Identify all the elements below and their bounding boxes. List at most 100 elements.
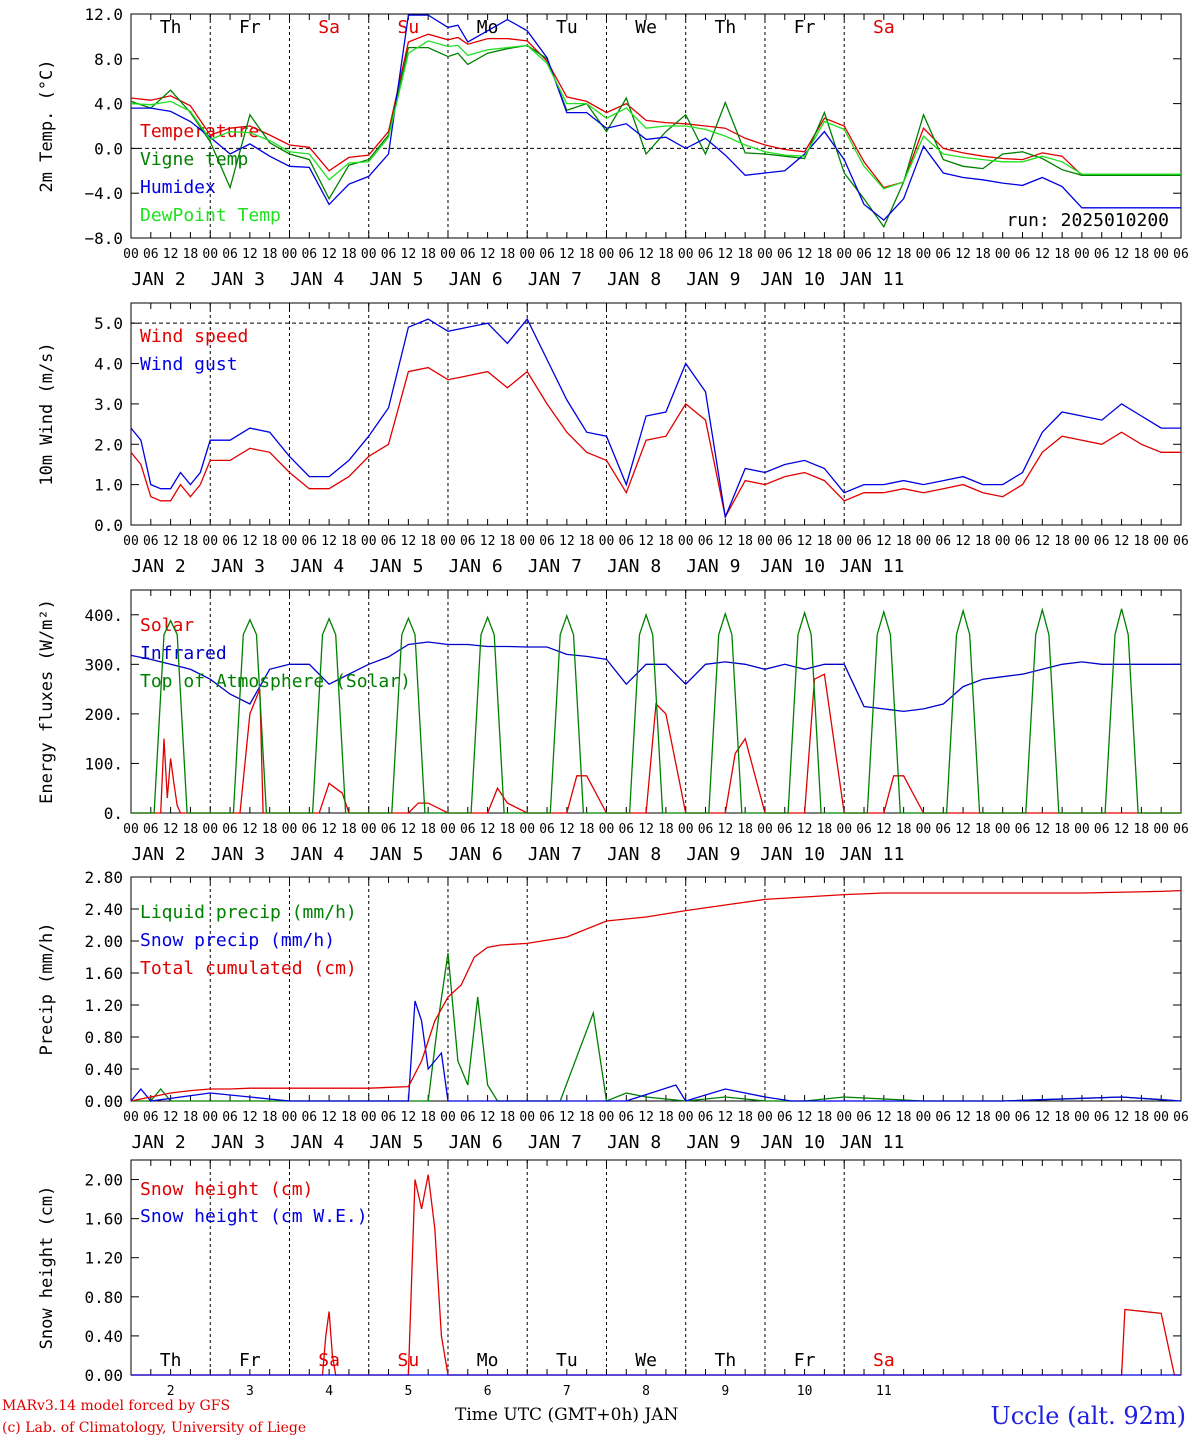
panel-1: 12.08.04.00.0−4.0−8.02m Temp. (°C)00 06 12…	[37, 5, 1189, 290]
day-label: JAN 8	[607, 556, 661, 577]
hour-tick-label: 12	[163, 822, 179, 837]
hour-tick-label: 18	[1134, 1110, 1150, 1125]
day-label: JAN 8	[607, 844, 661, 865]
weekday-label: Mo	[477, 1350, 499, 1371]
hour-tick-label: 12	[955, 822, 971, 837]
hour-tick-label: 00	[1153, 1110, 1169, 1125]
hour-tick-label: 00	[1074, 1110, 1090, 1125]
hour-tick-label: 18	[420, 1110, 436, 1125]
day-label: JAN 9	[686, 844, 740, 865]
hour-tick-label: 18	[183, 534, 199, 549]
hour-tick-label: 12	[401, 247, 417, 262]
series-line-humidex	[131, 14, 1181, 221]
hour-tick-label: 18	[341, 247, 357, 262]
x-axis-title: Time UTC (GMT+0h) JAN	[455, 1405, 679, 1425]
day-number-label: 3	[246, 1384, 254, 1399]
hour-tick-label: 12	[1114, 822, 1130, 837]
panel-5: 2.00 1.60 1.20 0.80 0.40 0.00 Snow height (cm)…	[37, 1159, 1182, 1399]
hour-tick-label: 18	[1054, 247, 1070, 262]
hour-tick-label: 12	[1114, 247, 1130, 262]
legend-entry: Wind gust	[140, 354, 238, 375]
hour-tick-label: 00	[599, 1110, 615, 1125]
day-label: JAN 10	[760, 556, 825, 577]
hour-tick-label: 06	[618, 247, 634, 262]
day-number-label: 8	[642, 1384, 650, 1399]
hour-tick-label: 18	[975, 534, 991, 549]
hour-tick-label: 00	[757, 534, 773, 549]
day-label: JAN 10	[760, 844, 825, 865]
hour-tick-label: 18	[658, 822, 674, 837]
hour-tick-label: 00	[599, 822, 615, 837]
day-number-label: 10	[797, 1384, 813, 1399]
hour-tick-label: 12	[401, 822, 417, 837]
hour-tick-label: 18	[737, 534, 753, 549]
day-number-label: 5	[404, 1384, 412, 1399]
hour-tick-label: 06	[618, 534, 634, 549]
day-label: JAN 6	[449, 269, 503, 290]
y-tick-label: 2.0	[94, 435, 123, 454]
hour-tick-label: 06	[935, 247, 951, 262]
hour-tick-label: 18	[341, 1110, 357, 1125]
hour-tick-label: 12	[559, 247, 575, 262]
y-tick-label: 2.80	[84, 868, 123, 887]
weekday-label: Tu	[556, 1350, 578, 1371]
hour-tick-label: 06	[1015, 534, 1031, 549]
day-label: JAN 11	[839, 844, 904, 865]
hour-tick-label: 12	[1034, 822, 1050, 837]
hour-tick-label: 00	[123, 534, 139, 549]
hour-tick-label: 00	[995, 1110, 1011, 1125]
hour-tick-label: 00	[995, 534, 1011, 549]
hour-tick-label: 00	[361, 247, 377, 262]
day-label: JAN 11	[839, 269, 904, 290]
day-label: JAN 3	[211, 556, 265, 577]
hour-tick-label: 06	[301, 247, 317, 262]
hour-tick-label: 18	[737, 247, 753, 262]
hour-tick-label: 18	[1134, 822, 1150, 837]
day-label: JAN 11	[839, 1132, 904, 1153]
y-tick-label: 300.	[84, 655, 123, 674]
legend-entry: Wind speed	[140, 326, 248, 347]
hour-tick-label: 00	[519, 1110, 535, 1125]
hour-tick-label: 18	[183, 247, 199, 262]
hour-tick-label: 12	[321, 822, 337, 837]
hour-tick-label: 18	[896, 247, 912, 262]
hour-tick-label: 00	[361, 534, 377, 549]
hour-tick-label: 12	[955, 534, 971, 549]
lab-credit: (c) Lab. of Climatology, University of L…	[2, 1420, 307, 1436]
hour-tick-label: 06	[222, 822, 238, 837]
hour-tick-label: 12	[401, 1110, 417, 1125]
series-line-vigne-temp	[130, 44, 1181, 229]
hour-tick-label: 18	[817, 247, 833, 262]
hour-tick-label: 12	[955, 1110, 971, 1125]
y-tick-label: 0.40	[84, 1060, 123, 1079]
weekday-label: Sa	[873, 17, 895, 38]
day-label: JAN 5	[369, 844, 423, 865]
weekday-label: We	[635, 17, 657, 38]
hour-tick-label: 00	[678, 822, 694, 837]
hour-tick-label: 00	[282, 247, 298, 262]
hour-tick-label: 00	[995, 822, 1011, 837]
y-tick-label: 5.0	[94, 314, 123, 333]
station-name: Uccle (alt. 92m)	[990, 1402, 1186, 1430]
hour-tick-label: 18	[579, 1110, 595, 1125]
hour-tick-label: 12	[163, 1110, 179, 1125]
hour-tick-label: 18	[817, 822, 833, 837]
hour-tick-label: 06	[856, 1110, 872, 1125]
hour-tick-label: 12	[242, 1110, 258, 1125]
weekday-label: Fr	[239, 17, 261, 38]
hour-tick-label: 18	[737, 822, 753, 837]
hour-tick-label: 06	[1094, 534, 1110, 549]
hour-tick-label: 12	[242, 534, 258, 549]
hour-tick-label: 06	[539, 534, 555, 549]
hour-tick-label: 00	[836, 247, 852, 262]
hour-tick-label: 00	[1074, 247, 1090, 262]
hour-tick-label: 12	[1034, 247, 1050, 262]
day-label: JAN 2	[132, 269, 186, 290]
hour-tick-label: 18	[1054, 822, 1070, 837]
hour-tick-label: 06	[539, 1110, 555, 1125]
y-axis-label: 10m Wind (m/s)	[37, 342, 57, 485]
series-line-snow-precip-mm-h-	[130, 1000, 1182, 1102]
hour-tick-label: 18	[658, 247, 674, 262]
hour-tick-label: 06	[1094, 1110, 1110, 1125]
y-tick-label: 0.0	[94, 516, 123, 535]
